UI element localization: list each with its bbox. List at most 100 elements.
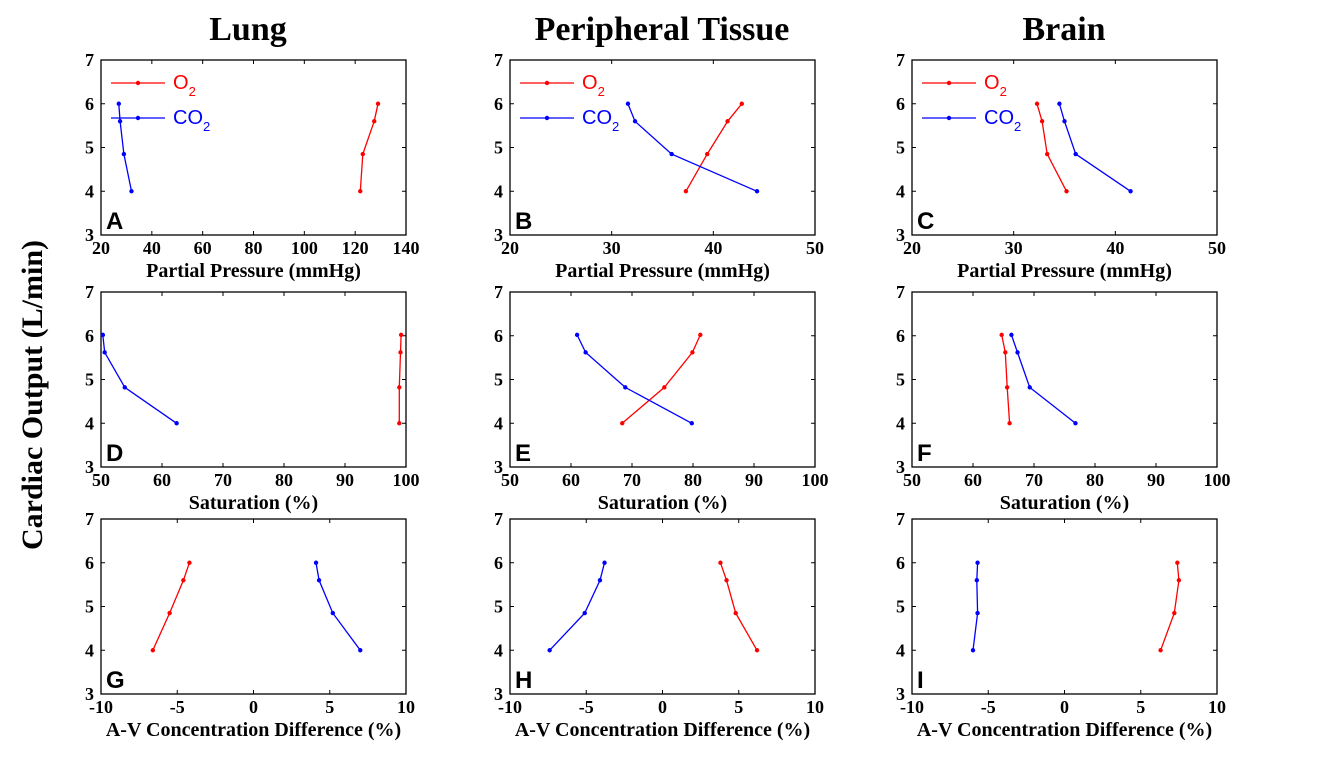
data-point-o2 (1175, 560, 1180, 565)
y-tick-label: 3 (494, 457, 503, 477)
data-point-o2 (1064, 189, 1069, 194)
y-tick-label: 3 (896, 225, 905, 245)
data-point-co2 (1073, 151, 1078, 157)
data-point-o2 (718, 560, 723, 565)
series-line-co2 (1010, 334, 1076, 424)
y-tick-label: 5 (494, 138, 503, 158)
y-tick-label: 7 (896, 282, 905, 302)
legend-marker-o2 (544, 80, 550, 86)
series-line-o2 (152, 562, 191, 651)
panel-letter-f: F (917, 440, 932, 467)
x-tick-label: 70 (214, 470, 232, 490)
data-point-o2 (398, 350, 403, 355)
panel-d: 50 60 70 80 90 100 3 4 5 6 7 D Saturation (%) (85, 282, 420, 514)
legend-label-o2: O2 (984, 72, 1007, 99)
series-line-co2 (549, 562, 606, 651)
legend-label-o2: O2 (173, 72, 196, 99)
data-point-co2 (316, 578, 322, 583)
legend-label-co2: CO2 (173, 107, 210, 134)
data-point-co2 (1073, 421, 1078, 426)
x-tick-label: 70 (1025, 470, 1043, 490)
y-tick-label: 6 (85, 94, 94, 114)
x-tick-label: 100 (291, 238, 318, 258)
data-point-o2 (1158, 648, 1163, 653)
data-point-co2 (121, 151, 127, 157)
panel-letter-d: D (106, 440, 123, 467)
data-point-o2 (620, 421, 625, 426)
y-tick-label: 3 (85, 684, 94, 704)
x-tick-label: 20 (903, 238, 921, 258)
panel-letter-g: G (106, 667, 125, 694)
data-point-o2 (683, 189, 689, 194)
y-tick-label: 6 (494, 553, 503, 573)
plot-frame-e (509, 291, 816, 468)
y-tick-label: 6 (896, 94, 905, 114)
y-tick-label: 4 (896, 181, 905, 201)
series-line-o2 (1159, 562, 1180, 651)
x-tick-label: 50 (92, 470, 110, 490)
y-tick-label: 5 (896, 138, 905, 158)
x-axis-title-b: Partial Pressure (mmHg) (555, 260, 770, 282)
data-point-o2 (372, 119, 377, 124)
data-point-o2 (398, 332, 404, 338)
x-tick-label: 60 (964, 470, 982, 490)
panel-c: 20 30 40 50 3 4 5 6 7 O2 CO2 C Partial Pressure (mmH… (896, 50, 1226, 282)
data-point-co2 (602, 560, 607, 565)
series-line-co2 (627, 103, 758, 192)
y-tick-label: 6 (494, 94, 503, 114)
column-title-peripheral-tissue: Peripheral Tissue (535, 11, 790, 48)
x-tick-label: 80 (684, 470, 702, 490)
data-point-co2 (689, 421, 694, 426)
x-axis-title-a: Partial Pressure (mmHg) (146, 260, 361, 282)
x-tick-label: 140 (393, 238, 420, 258)
data-point-co2 (116, 101, 121, 106)
x-tick-label: 70 (623, 470, 641, 490)
x-axis-title-h: A-V Concentration Difference (%) (515, 719, 810, 741)
y-tick-label: 5 (896, 370, 905, 390)
series-line-co2 (118, 103, 133, 192)
y-tick-label: 3 (896, 684, 905, 704)
x-tick-label: 10 (397, 697, 415, 717)
data-point-co2 (625, 101, 631, 106)
x-tick-label: 120 (342, 238, 369, 258)
x-tick-label: 90 (336, 470, 354, 490)
data-point-co2 (975, 610, 980, 616)
x-tick-label: 30 (603, 238, 621, 258)
data-point-o2 (1045, 151, 1050, 157)
y-tick-label: 6 (896, 553, 905, 573)
data-point-o2 (1172, 610, 1177, 616)
x-axis-title-d: Saturation (%) (189, 492, 318, 514)
x-tick-label: 10 (806, 697, 824, 717)
data-point-o2 (1176, 578, 1182, 583)
y-tick-label: 7 (494, 282, 503, 302)
panel-a: 20 40 60 80 100 120 140 3 4 5 6 7 O2 CO2 A Partial Pres… (85, 50, 420, 282)
x-tick-label: 5 (1136, 697, 1145, 717)
series-line-co2 (315, 562, 361, 651)
data-point-o2 (1003, 350, 1008, 355)
y-tick-label: 3 (896, 457, 905, 477)
plot-frame-b (509, 59, 816, 236)
panel-letter-h: H (515, 667, 532, 694)
data-point-co2 (669, 151, 674, 157)
panel-e: 50 60 70 80 90 100 3 4 5 6 7 E Saturation (%) (494, 282, 829, 514)
y-tick-label: 4 (896, 413, 905, 433)
legend-marker-co2 (135, 115, 141, 121)
data-point-co2 (974, 578, 980, 583)
x-tick-label: 0 (249, 697, 258, 717)
series-line-o2 (1001, 334, 1011, 424)
y-tick-label: 7 (85, 282, 94, 302)
data-point-o2 (705, 151, 710, 157)
x-tick-label: 50 (1208, 238, 1226, 258)
series-line-o2 (398, 334, 402, 424)
x-tick-label: 40 (143, 238, 161, 258)
x-tick-label: 60 (562, 470, 580, 490)
data-point-co2 (1009, 332, 1014, 338)
x-axis-title-g: A-V Concentration Difference (%) (106, 719, 401, 741)
data-point-o2 (150, 648, 156, 653)
data-point-o2 (754, 648, 760, 653)
y-tick-label: 4 (85, 181, 94, 201)
y-tick-label: 5 (494, 597, 503, 617)
x-tick-label: -5 (981, 697, 996, 717)
data-point-co2 (129, 189, 134, 194)
